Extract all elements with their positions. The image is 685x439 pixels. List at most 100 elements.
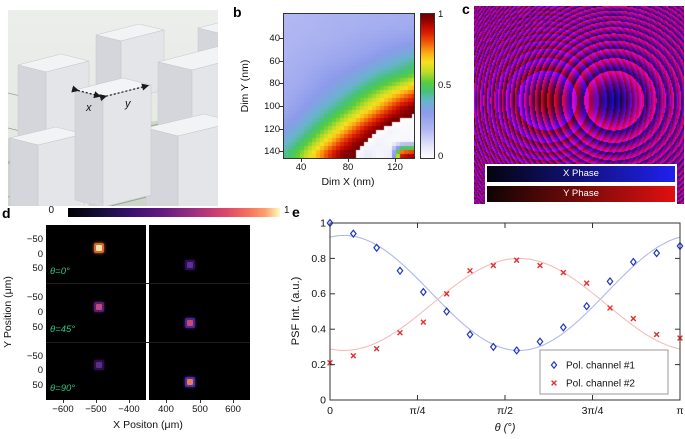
fit-curve bbox=[329, 257, 681, 351]
b-ytick-60: 60 bbox=[269, 56, 280, 67]
data-marker bbox=[373, 345, 380, 352]
data-marker bbox=[443, 307, 451, 316]
psf-spot-core bbox=[187, 262, 194, 269]
psf-spot bbox=[94, 301, 105, 312]
data-marker bbox=[467, 267, 473, 274]
e-ytick-1: 1 bbox=[320, 218, 326, 230]
e-ytick-08: 0.8 bbox=[311, 253, 326, 265]
data-marker bbox=[420, 319, 427, 326]
y-dim-arrow bbox=[99, 83, 150, 102]
d-ytick: −50 bbox=[26, 234, 43, 245]
data-marker bbox=[513, 257, 520, 264]
data-marker bbox=[373, 243, 381, 253]
theta-0-label: θ=0° bbox=[50, 266, 70, 277]
polarization-plot: 0 0.2 0.4 0.6 0.8 1 0 π/4 π/2 3π/4 π θ (… bbox=[290, 218, 684, 435]
data-marker bbox=[629, 257, 637, 267]
b-ytick-140: 140 bbox=[264, 146, 280, 157]
nanopillar-annotated bbox=[74, 77, 152, 206]
b-ytick-100: 100 bbox=[264, 101, 280, 112]
data-marker bbox=[583, 301, 591, 311]
b-xtickmark bbox=[301, 158, 302, 162]
b-ytickmark bbox=[279, 129, 283, 130]
axis-ticks bbox=[329, 222, 681, 401]
x-phase-label: X Phase bbox=[563, 168, 599, 179]
b-ytick-120: 120 bbox=[264, 124, 280, 135]
panel-c-phase-image: X Phase Y Phase bbox=[474, 6, 684, 204]
e-xlabel: θ (°) bbox=[495, 422, 516, 434]
y-dim-label: y bbox=[124, 98, 132, 110]
d-xtick: 400 bbox=[158, 404, 174, 415]
b-ytick-40: 40 bbox=[269, 33, 280, 44]
panel-e-label: e bbox=[292, 204, 300, 220]
b-ytickmark bbox=[279, 151, 283, 152]
d-xtickmark bbox=[63, 400, 64, 403]
b-ylabel: Dim Y (nm) bbox=[239, 59, 251, 113]
b-xtickmark bbox=[348, 158, 349, 162]
e-xtick-3pi4: 3π/4 bbox=[582, 405, 604, 417]
b-ytick-80: 80 bbox=[269, 78, 280, 89]
data-marker bbox=[606, 277, 614, 286]
d-ytick: 0 bbox=[37, 365, 43, 376]
panel-d-label: d bbox=[2, 205, 11, 221]
e-ytick-04: 0.4 bbox=[311, 324, 326, 336]
data-marker bbox=[537, 262, 543, 269]
data-marker bbox=[443, 290, 450, 297]
psf-spot-core bbox=[187, 320, 194, 327]
data-marker bbox=[397, 329, 403, 336]
e-ytick-0: 0 bbox=[320, 395, 326, 407]
cbar-tick-0: 0 bbox=[438, 151, 444, 162]
cbar-tick-1: 1 bbox=[438, 9, 444, 20]
d-xtickmark bbox=[200, 400, 201, 403]
legend-diamond-marker bbox=[550, 360, 558, 370]
psf-spot bbox=[185, 376, 196, 387]
psf-spot-core bbox=[96, 245, 103, 252]
d-xtickmark bbox=[233, 400, 234, 403]
data-marker bbox=[630, 315, 637, 322]
legend: Pol. channel #1 Pol. channel #2 bbox=[539, 349, 669, 395]
data-marker bbox=[559, 323, 567, 332]
cbar-tick-05: 0.5 bbox=[438, 80, 452, 91]
data-marker bbox=[419, 287, 427, 297]
d-cbar-min: 0 bbox=[48, 205, 54, 216]
e-xtick-pi2: π/2 bbox=[497, 405, 513, 417]
d-xtickmark bbox=[129, 400, 130, 403]
psf-image-grid: θ=0° θ=45° θ=90° bbox=[46, 225, 250, 400]
psf-spot bbox=[94, 243, 105, 254]
psf-colorbar bbox=[68, 208, 280, 217]
e-xtick-pi: π bbox=[676, 405, 683, 417]
heatmap-colorbar bbox=[420, 13, 435, 159]
b-ytickmark bbox=[279, 106, 283, 107]
y-phase-colorbar: Y Phase bbox=[485, 184, 677, 204]
panel-a-render: x y bbox=[8, 10, 218, 206]
theta-45-label: θ=45° bbox=[50, 324, 76, 335]
x-phase-colorbar: X Phase bbox=[485, 164, 677, 184]
b-xlabel: Dim X (nm) bbox=[321, 176, 375, 188]
data-marker bbox=[653, 248, 661, 258]
d-cbar-max: 1 bbox=[284, 205, 290, 216]
data-marker bbox=[583, 280, 590, 287]
psf-spot bbox=[94, 360, 105, 370]
e-ylabel: PSF Int. (a.u.) bbox=[290, 277, 302, 345]
theta-90-label: θ=90° bbox=[50, 383, 76, 394]
data-marker bbox=[396, 266, 404, 276]
d-ytick: 50 bbox=[32, 263, 43, 274]
e-xtick-pi4: π/4 bbox=[409, 405, 425, 417]
data-marker bbox=[653, 331, 660, 338]
legend-x-marker bbox=[551, 380, 557, 386]
panel-b-label: b bbox=[233, 4, 242, 20]
row-divider bbox=[46, 283, 250, 284]
d-ylabel: Y Position (μm) bbox=[2, 276, 14, 348]
d-ytick: −50 bbox=[26, 351, 43, 362]
d-xtick: −400 bbox=[118, 404, 140, 415]
legend-entry-1: Pol. channel #1 bbox=[566, 361, 635, 372]
psf-spot-core bbox=[96, 303, 103, 310]
data-marker bbox=[489, 342, 497, 352]
d-xtick: 500 bbox=[192, 404, 208, 415]
fit-curve bbox=[329, 234, 681, 351]
b-ytickmark bbox=[279, 38, 283, 39]
b-ytickmark bbox=[279, 61, 283, 62]
nanopillar-front-left bbox=[9, 126, 85, 206]
b-xtick-40: 40 bbox=[295, 162, 307, 173]
data-marker bbox=[490, 262, 497, 269]
